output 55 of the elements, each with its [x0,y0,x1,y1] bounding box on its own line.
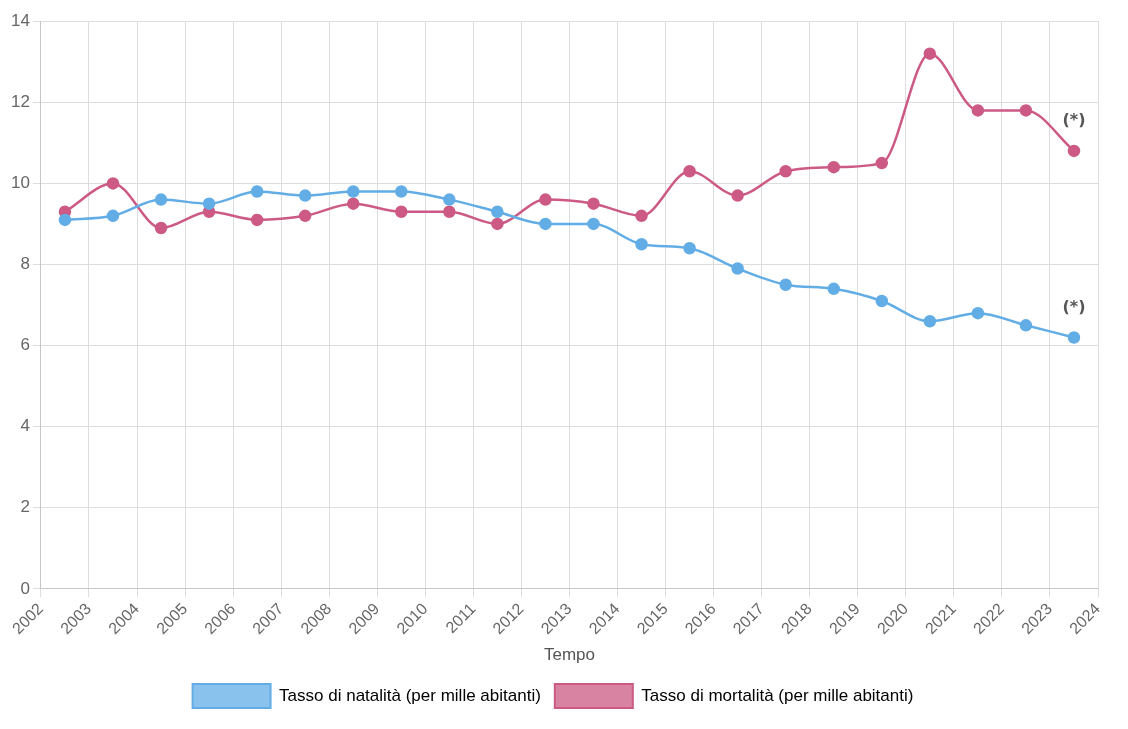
y-tick-label: 10 [10,173,30,193]
point [1019,104,1033,117]
y-tick-label: 2 [20,497,30,517]
point [298,209,312,223]
point [635,209,648,223]
point [250,213,264,227]
point [539,193,552,206]
y-tick-label: 14 [10,10,30,30]
y-tick-label: 6 [20,335,30,355]
point [106,177,120,190]
annotation: (*) [1062,110,1086,130]
point [491,205,504,219]
point [827,282,840,296]
point [731,189,744,202]
point [443,193,456,206]
point [395,185,408,198]
point [971,306,985,320]
point [346,197,360,210]
point [202,197,216,210]
point [154,193,168,206]
point [154,221,168,235]
point [443,205,456,219]
point [395,205,408,219]
point [58,213,72,227]
legend-label: Tasso di mortalità (per mille abitanti) [641,685,914,705]
point [587,217,600,231]
point [779,164,792,178]
legend-label: Tasso di natalità (per mille abitanti) [279,685,541,705]
point [731,262,744,275]
point [875,294,889,308]
x-axis-title: Tempo [543,645,595,665]
point [587,197,600,210]
point [346,185,360,198]
point [1067,144,1081,158]
y-tick-label: 8 [20,254,30,274]
point [491,217,504,231]
point [1019,319,1033,332]
point [971,104,985,117]
point [539,217,552,231]
point [250,185,264,198]
point [106,209,120,223]
point [875,156,889,170]
annotation: (*) [1062,296,1086,316]
point [923,315,937,328]
point [779,278,792,291]
point [827,160,840,174]
y-tick-label: 4 [20,416,30,436]
point [298,189,312,202]
point [1067,331,1081,344]
y-tick-label: 0 [20,578,30,598]
point [683,164,696,178]
point [683,242,696,255]
point [635,237,648,251]
y-tick-label: 12 [10,91,30,111]
point [923,47,937,60]
